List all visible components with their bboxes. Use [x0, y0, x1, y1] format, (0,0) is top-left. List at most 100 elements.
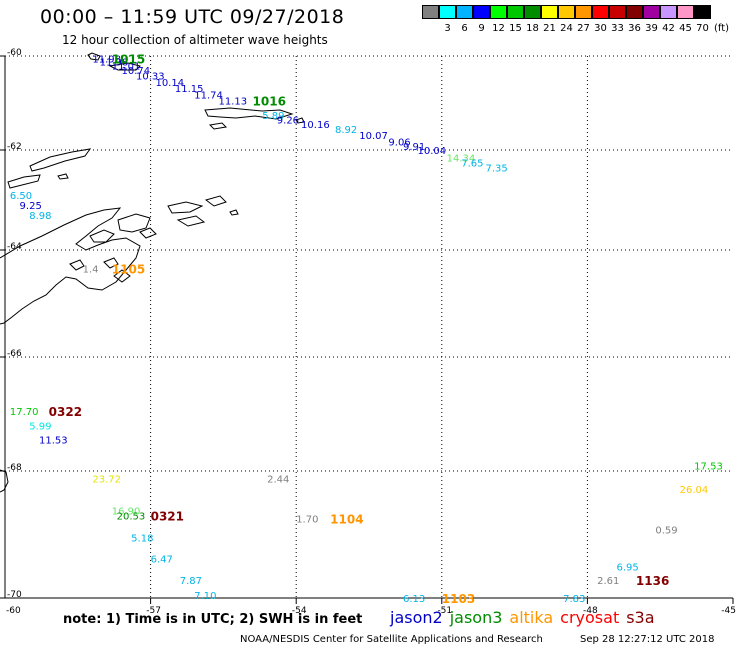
legend-swatch — [422, 5, 439, 19]
south-orkney-island — [87, 52, 101, 61]
james-ross-island — [113, 269, 131, 283]
legend-swatch — [660, 5, 677, 19]
legend-label: 33 — [611, 23, 624, 34]
wave-height-value: 26.04 — [680, 485, 709, 496]
lon-tick-label-origin: -60 — [6, 606, 21, 616]
legend-swatch — [575, 5, 592, 19]
legend-label: 45 — [679, 23, 692, 34]
legend-label: 39 — [645, 23, 658, 34]
lon-tick-label: -48 — [583, 606, 598, 616]
satellite-key: jason2 jason3 altika cryosat s3a — [390, 608, 662, 627]
lon-tick-label: -45 — [721, 606, 736, 616]
footer-note: note: 1) Time is in UTC; 2) SWH is in fe… — [63, 612, 363, 627]
legend-label: 21 — [543, 23, 556, 34]
satellite-name: s3a — [626, 608, 655, 627]
wave-height-value: 6.13 — [403, 594, 425, 605]
legend-unit: (ft) — [714, 23, 730, 34]
map-grid — [0, 55, 734, 604]
south-shetland-island-1 — [29, 148, 92, 172]
wave-height-value: 9.25 — [20, 201, 42, 212]
legend-label: 15 — [509, 23, 522, 34]
clarence-island — [204, 195, 227, 207]
legend-swatch — [694, 5, 711, 19]
wave-height-value: 11.74 — [194, 91, 223, 102]
legend-label: 12 — [492, 23, 505, 34]
legend-swatch — [643, 5, 660, 19]
wave-height-value: 17.53 — [694, 461, 723, 472]
satellite-name: jason3 — [449, 608, 503, 627]
lat-tick-label: -60 — [7, 48, 22, 58]
lat-tick-label: -66 — [7, 349, 22, 359]
wave-height-value: 5.89 — [262, 111, 284, 122]
wave-height-value: 10.16 — [301, 120, 330, 131]
pass-number-label: 0321 — [151, 509, 184, 523]
wave-height-value: 5.99 — [29, 421, 51, 432]
legend-swatch — [677, 5, 694, 19]
pass-number-label: 0322 — [49, 405, 82, 419]
wave-height-value: 20.53 — [117, 511, 146, 522]
lat-tick-label: -64 — [7, 242, 22, 252]
legend-label: 18 — [526, 23, 539, 34]
wave-height-value: 11.15 — [175, 84, 204, 95]
legend-label: 27 — [577, 23, 590, 34]
legend-swatch — [592, 5, 609, 19]
wave-height-value: 10.33 — [136, 72, 165, 83]
legend-label: 30 — [594, 23, 607, 34]
legend-label: 24 — [560, 23, 573, 34]
wave-height-value: 16.90 — [112, 506, 141, 517]
footer-date: Sep 28 12:27:12 UTC 2018 — [580, 634, 715, 645]
legend-label: 6 — [461, 23, 468, 34]
footer-credit: NOAA/NESDIS Center for Satellite Applica… — [240, 634, 543, 645]
legend-label: 3 — [444, 23, 451, 34]
wave-height-value: 11.98 — [100, 58, 129, 69]
pass-number-label: 1104 — [330, 513, 363, 527]
wave-height-value: 7.65 — [461, 159, 483, 170]
pass-number-label: 1103 — [442, 592, 475, 606]
south-orkney-islet-2 — [295, 117, 305, 124]
wave-height-value: 7.87 — [180, 576, 202, 587]
south-orkney-laurie-island — [204, 107, 294, 120]
wave-height-value: 5.18 — [131, 534, 153, 545]
legend-swatch — [609, 5, 626, 19]
satellite-name: jason2 — [390, 608, 443, 627]
wave-height-value: 11.13 — [219, 97, 248, 108]
axis-tick-labels: -60 -62 -64 -66 -68 -70 -57 -54 -51 -48 -45 -60 — [6, 48, 736, 616]
lon-tick-label: -51 — [437, 606, 452, 616]
legend-swatch — [456, 5, 473, 19]
peninsula-islet-2 — [103, 257, 119, 269]
gibbs-island — [176, 215, 206, 227]
wave-height-value: 8.98 — [29, 211, 51, 222]
satellite-name: altika — [509, 608, 554, 627]
wave-height-value: 1.4 — [83, 265, 99, 276]
coastline — [0, 52, 305, 493]
legend-swatch — [473, 5, 490, 19]
wave-height-value: 0.59 — [655, 525, 677, 536]
wave-height-value: 10.07 — [359, 131, 388, 142]
antarctic-peninsula — [0, 207, 141, 325]
pass-number-label: 1015 — [112, 52, 145, 66]
wave-height-value: 6.47 — [151, 555, 173, 566]
wave-height-value: 10.74 — [121, 66, 150, 77]
legend-label: 70 — [696, 23, 709, 34]
legend-swatch — [541, 5, 558, 19]
south-shetland-islet — [57, 173, 69, 180]
satellite-name: cryosat — [560, 608, 620, 627]
wave-height-value: 2.61 — [597, 576, 619, 587]
legend-swatch — [626, 5, 643, 19]
map-title: 00:00 – 11:59 UTC 09/27/2018 — [40, 6, 345, 28]
wave-height-value: 6.95 — [617, 562, 639, 573]
wave-height-value: 11.53 — [39, 436, 68, 447]
map-subtitle: 12 hour collection of altimeter wave hei… — [62, 33, 328, 47]
wave-height-value: 11.01 — [112, 61, 141, 72]
legend-label: 42 — [662, 23, 675, 34]
satellite-pass-labels: 1015 1016 1105 0322 0321 1104 1103 1136 — [49, 52, 670, 606]
pass-number-label: 1105 — [112, 263, 145, 277]
wave-height-value: 14.34 — [447, 154, 476, 165]
legend-swatch — [558, 5, 575, 19]
legend-label: 9 — [478, 23, 485, 34]
wave-height-value: 2.44 — [267, 475, 289, 486]
elephant-island — [167, 201, 204, 214]
lon-tick-label: -54 — [292, 606, 307, 616]
wave-height-value: 9.26 — [277, 115, 299, 126]
